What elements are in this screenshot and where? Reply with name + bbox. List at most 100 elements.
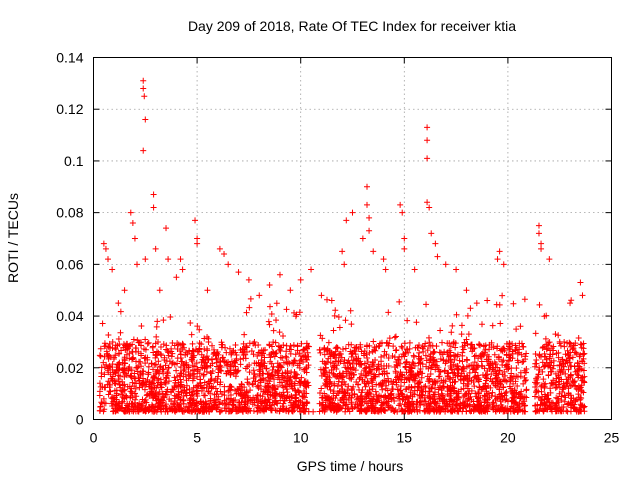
data-point: [433, 404, 440, 411]
data-point: [168, 345, 175, 352]
data-point: [396, 393, 403, 400]
ticks-layer: 0 5 10 15 20 25 0 0.02 0.04 0.06 0.08 0.1 0.12 0.14: [56, 50, 619, 446]
data-point: [580, 378, 587, 385]
data-point: [363, 351, 370, 358]
data-point: [505, 358, 512, 365]
data-point: [173, 367, 180, 374]
data-point: [257, 398, 264, 405]
data-point: [426, 408, 433, 415]
data-point: [567, 383, 574, 390]
data-point: [150, 403, 157, 410]
data-point: [204, 287, 211, 294]
data-point: [433, 343, 440, 350]
data-point: [145, 339, 152, 346]
data-point: [437, 327, 444, 334]
data-point: [327, 353, 334, 360]
data-point: [117, 384, 124, 391]
data-point: [414, 344, 421, 351]
data-point: [256, 370, 263, 377]
data-point: [555, 332, 562, 339]
data-point: [208, 406, 215, 413]
data-point: [201, 335, 208, 342]
data-point: [333, 344, 340, 351]
data-point: [140, 85, 147, 92]
data-point: [446, 347, 453, 354]
data-point: [128, 373, 135, 380]
data-point: [286, 381, 293, 388]
data-point: [535, 230, 542, 237]
data-point: [484, 351, 491, 358]
data-point: [230, 370, 237, 377]
data-point: [578, 408, 585, 415]
data-point: [409, 359, 416, 366]
data-point: [578, 388, 585, 395]
data-point: [232, 387, 239, 394]
data-point: [140, 147, 147, 154]
data-point: [254, 404, 261, 411]
data-point: [497, 378, 504, 385]
data-point: [540, 376, 547, 383]
data-point: [201, 364, 208, 371]
data-point: [132, 385, 139, 392]
data-point: [422, 407, 429, 414]
data-point: [364, 390, 371, 397]
data-point: [243, 389, 250, 396]
data-point: [463, 287, 470, 294]
data-point: [189, 367, 196, 374]
data-point: [101, 384, 108, 391]
data-point: [436, 404, 443, 411]
x-axis-label: GPS time / hours: [297, 458, 404, 474]
data-point: [404, 317, 411, 324]
data-point: [389, 352, 396, 359]
data-point: [534, 401, 541, 408]
data-point: [277, 393, 284, 400]
data-point: [437, 355, 444, 362]
data-point: [503, 396, 510, 403]
data-point: [296, 364, 303, 371]
data-point: [549, 351, 556, 358]
data-point: [123, 393, 130, 400]
data-point: [154, 318, 161, 325]
data-point: [129, 349, 136, 356]
data-point: [115, 335, 122, 342]
data-point: [397, 201, 404, 208]
data-point: [277, 397, 284, 404]
data-point: [292, 351, 299, 358]
data-point: [562, 360, 569, 367]
data-point: [283, 348, 290, 355]
data-point: [385, 375, 392, 382]
data-point: [142, 399, 149, 406]
data-point: [150, 191, 157, 198]
data-point: [108, 400, 115, 407]
data-point: [270, 327, 277, 334]
data-point: [275, 372, 282, 379]
data-point: [105, 355, 112, 362]
data-point: [119, 394, 126, 401]
data-point: [326, 394, 333, 401]
data-point: [495, 371, 502, 378]
data-point: [256, 292, 263, 299]
data-point: [385, 404, 392, 411]
data-point: [361, 378, 368, 385]
data-point: [468, 341, 475, 348]
data-point: [504, 361, 511, 368]
data-point: [502, 362, 509, 369]
data-point: [581, 350, 588, 357]
data-point: [454, 402, 461, 409]
data-point: [232, 341, 239, 348]
data-point: [426, 384, 433, 391]
data-point: [164, 408, 171, 415]
data-point: [439, 351, 446, 358]
data-point: [149, 344, 156, 351]
data-point: [155, 358, 162, 365]
data-point: [381, 407, 388, 414]
data-point: [424, 347, 431, 354]
data-point: [328, 297, 335, 304]
data-point: [216, 401, 223, 408]
data-point: [280, 374, 287, 381]
data-point: [142, 336, 149, 343]
data-point: [190, 397, 197, 404]
data-point: [138, 323, 145, 330]
data-point: [492, 364, 499, 371]
data-point: [188, 392, 195, 399]
